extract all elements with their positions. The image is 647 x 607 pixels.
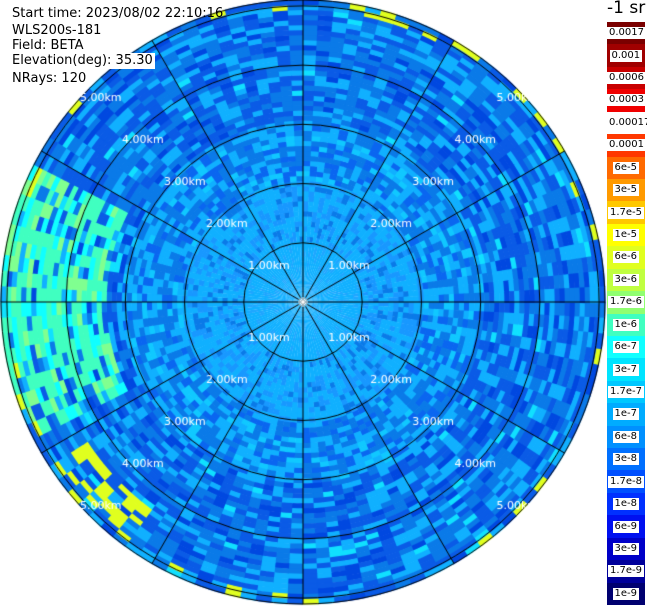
legend-label: 6e-9 <box>612 520 639 533</box>
legend-label: 1.7e-7 <box>608 385 645 398</box>
legend-label: 1.7e-9 <box>608 565 645 578</box>
legend-label: 3e-9 <box>612 542 639 555</box>
legend-label: 1e-9 <box>612 587 639 600</box>
legend-label: 0.0003 <box>607 94 646 107</box>
legend-label: 0.0006 <box>607 72 646 85</box>
legend-label: 0.001 <box>609 49 643 62</box>
legend-label: 3e-5 <box>612 184 639 197</box>
field-label: Field: BETA <box>12 38 84 53</box>
legend-label: 1.7e-8 <box>608 475 645 488</box>
colorbar-legend: 0.0017 0.001 0.0006 0.0003 0.00017 0.0001 6e-5… <box>607 22 647 606</box>
legend-label: 1.7e-5 <box>608 206 645 219</box>
legend-label: 3e-6 <box>612 273 639 286</box>
legend-label: 1e-6 <box>612 318 639 331</box>
elevation-label: Elevation(deg): 35.30 <box>12 53 155 69</box>
legend-label: 0.00017 <box>607 116 647 129</box>
legend-label: 1.7e-6 <box>608 296 645 309</box>
legend-label: 6e-5 <box>612 161 639 174</box>
legend-label: 0.0017 <box>607 27 646 40</box>
legend-label: 6e-8 <box>612 430 639 443</box>
legend-label: 0.0001 <box>607 139 646 152</box>
legend-label: 6e-6 <box>612 251 639 264</box>
nrays-label: NRays: 120 <box>12 71 87 86</box>
legend-label: 1e-7 <box>612 408 639 421</box>
instrument-label: WLS200s-181 <box>12 23 102 38</box>
legend-units-title: -1 sr <box>607 0 646 18</box>
legend-label: 1e-8 <box>612 498 639 511</box>
legend-label: 3e-8 <box>612 453 639 466</box>
legend-label: 6e-7 <box>612 341 639 354</box>
legend-label: 3e-7 <box>612 363 639 376</box>
legend-label: 1e-5 <box>612 229 639 242</box>
start-time-label: Start time: 2023/08/02 22:10:16 <box>12 6 224 21</box>
